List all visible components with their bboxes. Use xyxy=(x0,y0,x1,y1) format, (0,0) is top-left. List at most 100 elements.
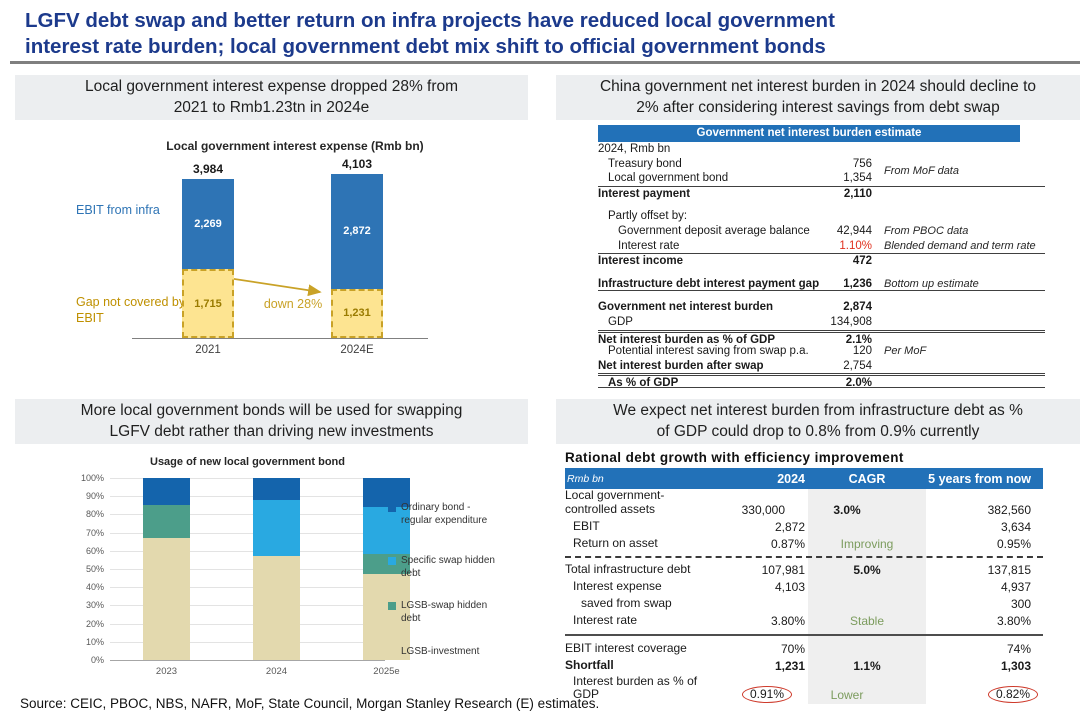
annotation-down-28: down 28% xyxy=(263,297,323,311)
x-axis-label: 2025e xyxy=(373,666,400,677)
down-arrow-icon xyxy=(207,274,322,297)
col-header-2024: 2024 xyxy=(777,471,805,486)
row-value: 2,754 xyxy=(843,359,872,372)
col-header-rmb-bn: Rmb bn xyxy=(567,472,604,485)
row-value: 2.1% xyxy=(845,333,872,346)
y-axis-tick-label: 30% xyxy=(85,600,104,611)
table-row: Interest rate 3.80% Stable 3.80% xyxy=(565,613,1043,630)
row-label: Infrastructure debt interest payment gap xyxy=(598,277,820,290)
bar-segment xyxy=(253,478,300,500)
legend-item: Ordinary bond - regular expenditure xyxy=(388,502,498,527)
table-row: As % of GDP 2.0% xyxy=(598,373,1045,390)
gridline xyxy=(110,496,385,498)
legend-swatch xyxy=(388,602,396,610)
gridline xyxy=(110,532,385,534)
col-header-5-years: 5 years from now xyxy=(928,471,1031,486)
subtitle-top-left: Local government interest expense droppe… xyxy=(15,75,528,120)
row-label: Interest payment xyxy=(598,187,691,200)
gridline xyxy=(110,641,385,643)
table-row: Local government-controlled assets 330,00… xyxy=(565,488,1043,519)
cell-cagr: Lower xyxy=(830,688,864,703)
row-note: Per MoF xyxy=(884,345,927,358)
cell-5-years: 3.80% xyxy=(996,614,1031,629)
chart-title: Usage of new local government bond xyxy=(150,456,345,468)
cell-2024: 70% xyxy=(780,642,805,657)
y-axis-tick-label: 10% xyxy=(85,636,104,647)
row-label: Treasury bond xyxy=(608,157,682,170)
bar-segment xyxy=(363,574,410,660)
table-body: Local government-controlled assets 330,00… xyxy=(565,488,1043,705)
page-title-line2: interest rate burden; local government d… xyxy=(25,35,826,59)
highlight-circle: 0.82% xyxy=(987,686,1038,704)
row-note: From PBOC data xyxy=(884,224,969,237)
bar-total-label: 4,103 xyxy=(341,156,373,171)
legend-swatch xyxy=(388,504,396,512)
legend-item: LGSB-investment xyxy=(388,646,498,659)
y-axis-tick-label: 0% xyxy=(90,655,104,665)
ebit-bar-segment: 2,269 xyxy=(182,178,234,270)
cell-5-years: 300 xyxy=(1010,597,1031,612)
row-value: 42,944 xyxy=(836,224,872,237)
legend-label: LGSB-swap hidden debt xyxy=(401,600,488,624)
table-row: Shortfall 1,231 1.1% 1,303 xyxy=(565,658,1043,675)
bar-segment xyxy=(253,556,300,660)
x-axis-label: 2024E xyxy=(340,344,374,356)
gridline xyxy=(110,605,385,607)
ebit-bar-segment: 2,872 xyxy=(331,173,383,289)
row-value: 1.10% xyxy=(839,239,872,252)
cell-5-years: 0.95% xyxy=(996,537,1031,552)
cell-cagr: Stable xyxy=(849,614,885,629)
legend-swatch xyxy=(388,557,396,565)
legend-item: LGSB-swap hidden debt xyxy=(388,600,498,625)
cell-2024: 2,872 xyxy=(774,520,805,535)
x-axis-label: 2023 xyxy=(155,666,178,677)
row-value: 1,236 xyxy=(843,277,872,290)
table-row: Total infrastructure debt 107,981 5.0% 137,… xyxy=(565,562,1043,579)
row-label: 2024, Rmb bn xyxy=(598,143,671,155)
y-axis-tick-label: 80% xyxy=(85,509,104,520)
cell-cagr: 3.0% xyxy=(833,502,861,517)
table-row: Net interest burden after swap 2,754 xyxy=(598,359,1045,374)
bar-segment xyxy=(363,554,410,575)
cell-2024: 0.87% xyxy=(770,537,805,552)
gridline xyxy=(110,660,385,661)
chart-title: Local government interest expense (Rmb b… xyxy=(166,139,424,153)
row-label: Interest rate xyxy=(618,239,680,252)
table-row: saved from swap 300 xyxy=(565,596,1043,613)
row-value: 2,874 xyxy=(843,301,872,314)
cell-5-years: 74% xyxy=(1006,642,1031,657)
row-label: Potential interest saving from swap p.a. xyxy=(608,345,809,358)
net-interest-burden-table: Government net interest burden estimate … xyxy=(598,125,1045,390)
row-note: Bottom up estimate xyxy=(884,277,979,290)
subtitle-text: More local government bonds will be used… xyxy=(80,402,463,440)
table-row-spacer xyxy=(598,268,1045,277)
table-row: EBIT 2,872 3,634 xyxy=(565,519,1043,536)
page-title: LGFV debt swap and better return on infr… xyxy=(25,8,1070,60)
gridline xyxy=(110,569,385,570)
y-axis-tick-label: 40% xyxy=(85,582,104,593)
stacked-bar xyxy=(253,478,300,660)
table-row-spacer xyxy=(598,200,1045,209)
row-label: Partly offset by: xyxy=(608,210,688,223)
highlight-circle: 0.91% xyxy=(741,686,792,704)
table-row: 2024, Rmb bn xyxy=(598,142,1045,157)
table-row: Government net interest burden 2,874 xyxy=(598,300,1045,315)
gridline xyxy=(110,514,385,516)
bar-total-label: 3,984 xyxy=(192,161,224,176)
bar-segment xyxy=(253,499,300,557)
y-axis-tick-label: 90% xyxy=(85,491,104,502)
row-value: 2.0% xyxy=(845,377,872,390)
y-axis-tick-label: 100% xyxy=(80,473,104,483)
legend-label: LGSB-investment xyxy=(401,646,480,657)
row-label: Total infrastructure debt xyxy=(565,562,691,577)
cell-cagr: 1.1% xyxy=(853,659,881,674)
cell-2024: 4,103 xyxy=(774,580,805,595)
title-rule xyxy=(10,61,1080,64)
legend-label: Specific swap hidden debt xyxy=(401,555,495,579)
table-row: Potential interest saving from swap p.a.… xyxy=(598,344,1045,359)
stacked-bar xyxy=(143,478,190,660)
row-label: saved from swap xyxy=(581,596,672,611)
subtitle-text: We expect net interest burden from infra… xyxy=(613,402,1023,440)
row-label: Shortfall xyxy=(565,658,614,673)
